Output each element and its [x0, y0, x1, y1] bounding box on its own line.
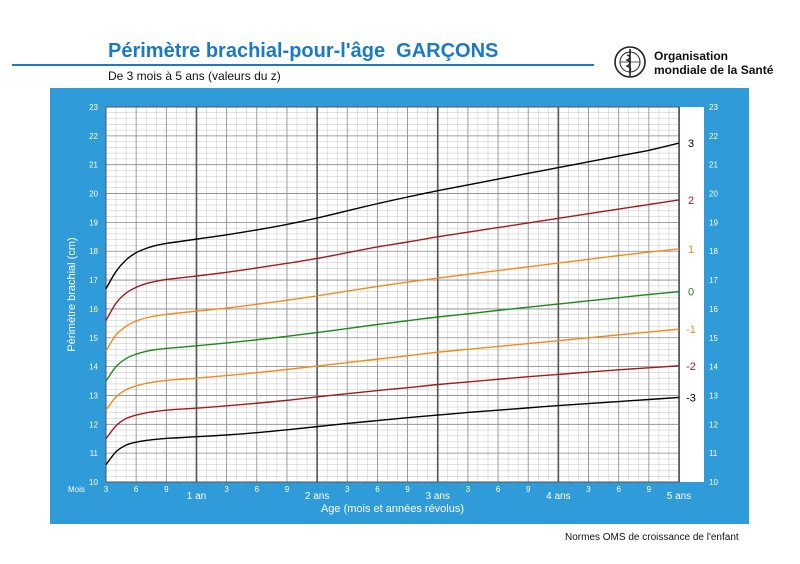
series-label-z3: 3: [688, 138, 694, 150]
month-tick-label: 9: [647, 485, 652, 494]
y-tick-label-right: 16: [709, 305, 718, 314]
series-line-z-2: [105, 365, 680, 440]
y-tick-label-right: 15: [709, 334, 718, 343]
y-tick-label-right: 14: [709, 363, 718, 372]
y-tick-label-left: 11: [90, 449, 99, 458]
month-tick-label: 6: [255, 485, 260, 494]
month-tick-label: 9: [405, 485, 410, 494]
month-tick-label: 6: [496, 485, 501, 494]
y-tick-label-left: 20: [89, 190, 98, 199]
year-tick-label: 2 ans: [305, 491, 329, 502]
series-line-z-3: [105, 396, 680, 466]
series-line-z0: [105, 290, 680, 382]
chart-subtitle: De 3 mois à 5 ans (valeurs du z): [108, 69, 281, 83]
month-tick-label: 3: [104, 485, 109, 494]
month-tick-label: 6: [134, 485, 139, 494]
plot-area: [106, 107, 679, 482]
y-tick-label-right: 20: [709, 190, 718, 199]
plot-border: [105, 106, 680, 483]
x-axis-title: Age (mois et années révolus): [321, 503, 464, 515]
series-label-z1: 1: [688, 244, 694, 256]
y-tick-label-right: 18: [709, 247, 718, 256]
y-tick-label-left: 14: [89, 363, 98, 372]
series-label-z2: 2: [688, 195, 694, 207]
y-tick-label-left: 23: [89, 103, 98, 112]
y-tick-label-left: 21: [89, 161, 98, 170]
series-label-z-1: -1: [686, 324, 696, 336]
year-tick-label: 3 ans: [426, 491, 450, 502]
y-tick-label-left: 16: [89, 305, 98, 314]
y-tick-label-right: 11: [709, 449, 718, 458]
y-tick-label-left: 10: [89, 478, 98, 487]
who-emblem-icon: [614, 46, 646, 78]
month-tick-label: 3: [224, 485, 229, 494]
series-label-z0: 0: [688, 287, 694, 299]
series-line-z2: [105, 199, 680, 321]
series-line-z1: [105, 248, 680, 352]
y-tick-label-left: 19: [89, 218, 98, 227]
y-tick-label-right: 22: [709, 132, 718, 141]
series-label-z-2: -2: [686, 361, 696, 373]
month-tick-label: 9: [164, 485, 169, 494]
y-tick-label-left: 12: [89, 420, 98, 429]
series-label-z-3: -3: [686, 392, 696, 404]
month-tick-label: 6: [616, 485, 621, 494]
series-line-z3: [105, 142, 680, 290]
month-tick-label: 9: [285, 485, 290, 494]
y-tick-label-left: 17: [89, 276, 98, 285]
y-tick-label-left: 18: [89, 247, 98, 256]
y-tick-label-right: 10: [709, 478, 718, 487]
org-name-line1: Organisation: [654, 49, 729, 63]
y-tick-label-right: 12: [709, 420, 718, 429]
y-tick-label-right: 23: [709, 103, 718, 112]
y-axis-title: Périmètre brachial (cm): [66, 237, 78, 351]
series-line-z-1: [105, 328, 680, 411]
footer-text: Normes OMS de croissance de l'enfant: [565, 532, 739, 543]
month-tick-label: 6: [375, 485, 380, 494]
y-tick-label-right: 13: [709, 391, 718, 400]
y-tick-label-right: 21: [709, 161, 718, 170]
title-rule: [12, 64, 594, 66]
y-tick-label-right: 17: [709, 276, 718, 285]
year-tick-label: 1 an: [187, 491, 206, 502]
chart-panel: 10 10 11 11 12 12 13 13 14 14 15 15 16 16 17 17 18 18 19 19…: [50, 88, 749, 524]
org-name-line2: mondiale de la Santé: [654, 63, 774, 77]
x-unit-label: Mois: [68, 485, 85, 494]
y-tick-label-left: 15: [89, 334, 98, 343]
year-tick-label: 5 ans: [667, 491, 691, 502]
y-tick-label-left: 13: [89, 391, 98, 400]
y-tick-label-right: 19: [709, 218, 718, 227]
month-tick-label: 3: [466, 485, 471, 494]
month-tick-label: 9: [526, 485, 531, 494]
series-label-area: [680, 107, 704, 482]
month-tick-label: 3: [345, 485, 350, 494]
year-tick-label: 4 ans: [546, 491, 570, 502]
month-tick-label: 3: [586, 485, 591, 494]
chart-title: Périmètre brachial-pour-l'âge GARÇONS: [108, 40, 499, 62]
y-tick-label-left: 22: [89, 132, 98, 141]
